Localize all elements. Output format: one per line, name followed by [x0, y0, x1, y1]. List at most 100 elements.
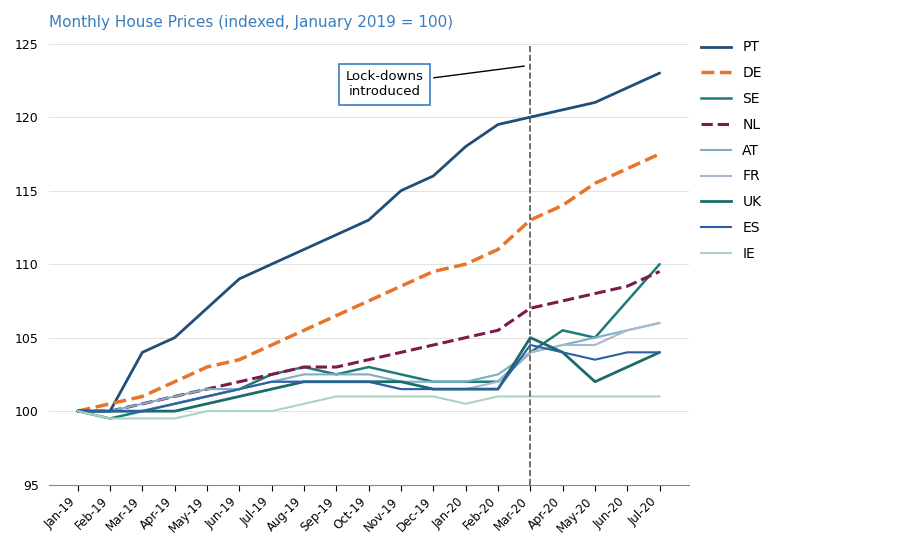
- PT: [428, 173, 438, 179]
- DE: [492, 246, 503, 253]
- ES: [266, 378, 277, 385]
- IE: [590, 393, 600, 400]
- DE: [331, 312, 342, 319]
- FR: [590, 342, 600, 348]
- IE: [492, 393, 503, 400]
- IE: [364, 393, 374, 400]
- ES: [104, 408, 115, 415]
- UK: [202, 400, 212, 407]
- ES: [169, 400, 180, 407]
- FR: [169, 400, 180, 407]
- Legend: PT, DE, SE, NL, AT, FR, UK, ES, IE: PT, DE, SE, NL, AT, FR, UK, ES, IE: [695, 35, 768, 266]
- FR: [104, 408, 115, 415]
- PT: [331, 232, 342, 238]
- Line: ES: ES: [77, 345, 660, 411]
- Line: AT: AT: [77, 323, 660, 411]
- NL: [104, 408, 115, 415]
- AT: [72, 408, 83, 415]
- UK: [234, 393, 245, 400]
- ES: [492, 386, 503, 392]
- SE: [104, 415, 115, 422]
- NL: [72, 408, 83, 415]
- UK: [137, 408, 148, 415]
- Line: DE: DE: [77, 154, 660, 411]
- Line: UK: UK: [77, 338, 660, 411]
- NL: [364, 356, 374, 363]
- ES: [137, 408, 148, 415]
- ES: [72, 408, 83, 415]
- PT: [622, 85, 633, 91]
- DE: [202, 364, 212, 370]
- UK: [266, 386, 277, 392]
- NL: [492, 327, 503, 334]
- UK: [654, 349, 665, 356]
- UK: [396, 378, 407, 385]
- PT: [396, 188, 407, 194]
- PT: [364, 217, 374, 223]
- FR: [492, 378, 503, 385]
- PT: [169, 334, 180, 341]
- SE: [266, 371, 277, 378]
- NL: [557, 298, 568, 304]
- FR: [202, 393, 212, 400]
- FR: [460, 386, 471, 392]
- AT: [104, 408, 115, 415]
- SE: [72, 408, 83, 415]
- AT: [137, 400, 148, 407]
- SE: [622, 298, 633, 304]
- AT: [460, 378, 471, 385]
- AT: [590, 334, 600, 341]
- SE: [299, 364, 310, 370]
- FR: [525, 349, 535, 356]
- DE: [137, 393, 148, 400]
- ES: [622, 349, 633, 356]
- DE: [428, 268, 438, 275]
- ES: [234, 386, 245, 392]
- AT: [202, 386, 212, 392]
- ES: [654, 349, 665, 356]
- FR: [331, 378, 342, 385]
- ES: [428, 386, 438, 392]
- NL: [169, 393, 180, 400]
- IE: [137, 415, 148, 422]
- SE: [169, 400, 180, 407]
- NL: [622, 283, 633, 289]
- NL: [590, 290, 600, 297]
- SE: [396, 371, 407, 378]
- ES: [525, 342, 535, 348]
- SE: [364, 364, 374, 370]
- ES: [557, 349, 568, 356]
- PT: [460, 143, 471, 150]
- UK: [557, 349, 568, 356]
- IE: [654, 393, 665, 400]
- IE: [169, 415, 180, 422]
- FR: [557, 342, 568, 348]
- SE: [654, 261, 665, 267]
- ES: [364, 378, 374, 385]
- IE: [428, 393, 438, 400]
- PT: [492, 121, 503, 128]
- DE: [396, 283, 407, 289]
- AT: [266, 378, 277, 385]
- DE: [525, 217, 535, 223]
- ES: [590, 356, 600, 363]
- FR: [299, 378, 310, 385]
- DE: [460, 261, 471, 267]
- Text: Monthly House Prices (indexed, January 2019 = 100): Monthly House Prices (indexed, January 2…: [49, 15, 453, 30]
- PT: [104, 408, 115, 415]
- FR: [72, 408, 83, 415]
- NL: [654, 268, 665, 275]
- SE: [557, 327, 568, 334]
- FR: [428, 386, 438, 392]
- FR: [654, 320, 665, 326]
- AT: [525, 349, 535, 356]
- UK: [331, 378, 342, 385]
- AT: [364, 371, 374, 378]
- IE: [622, 393, 633, 400]
- PT: [234, 276, 245, 282]
- ES: [396, 386, 407, 392]
- SE: [234, 386, 245, 392]
- DE: [169, 378, 180, 385]
- DE: [557, 202, 568, 208]
- IE: [299, 400, 310, 407]
